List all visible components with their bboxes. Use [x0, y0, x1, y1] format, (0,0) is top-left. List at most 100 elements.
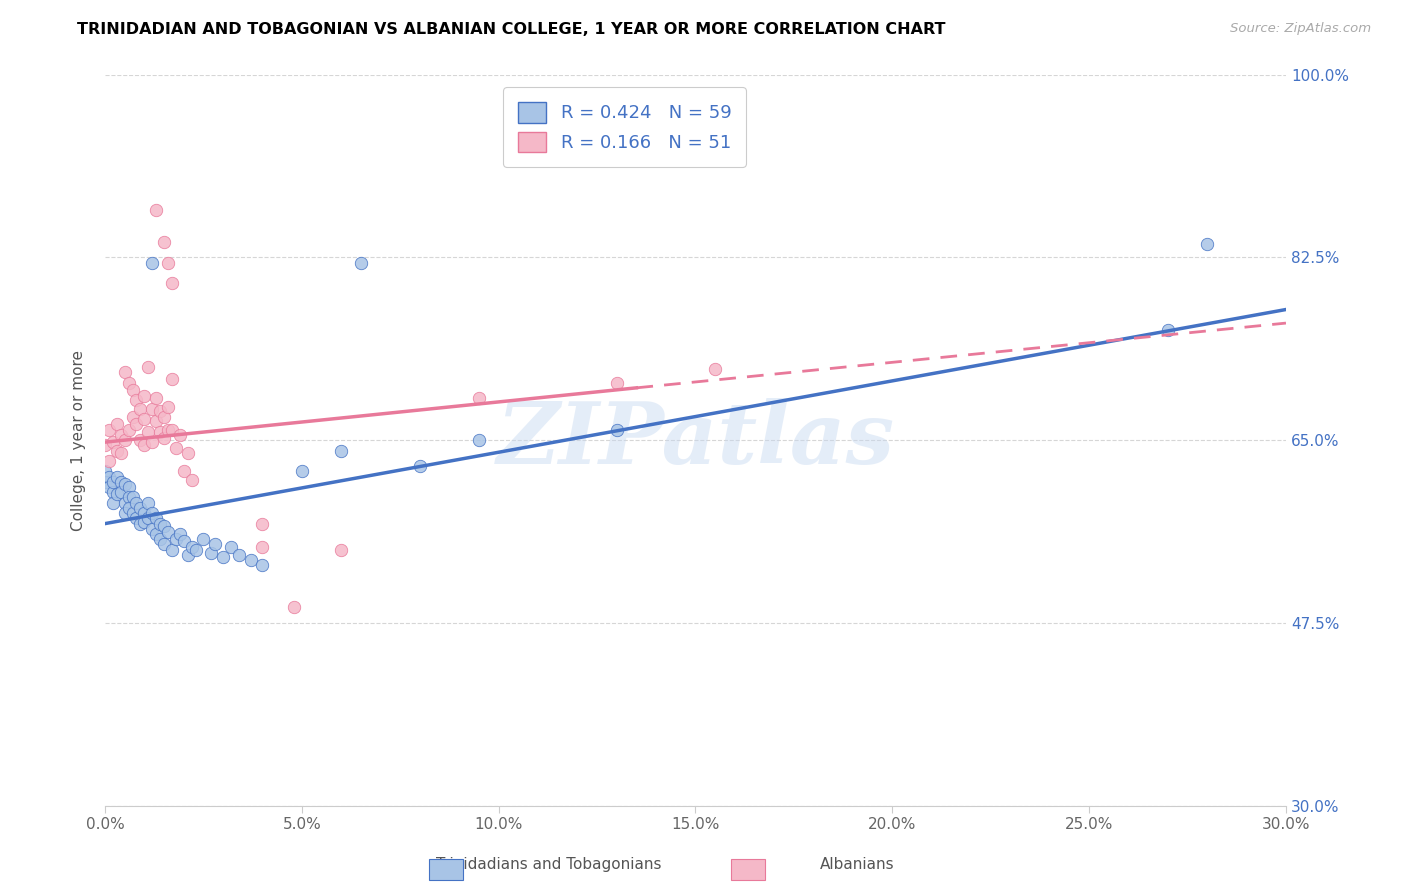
Point — [145, 414, 167, 428]
Point — [160, 277, 183, 291]
Point — [156, 423, 179, 437]
Point — [330, 443, 353, 458]
Point — [153, 235, 176, 249]
Point — [101, 475, 124, 489]
Point — [153, 410, 176, 425]
Point — [180, 540, 202, 554]
Point — [173, 464, 195, 478]
Point — [134, 389, 156, 403]
Point — [114, 365, 136, 379]
Point — [141, 401, 163, 416]
Point — [134, 438, 156, 452]
Point — [160, 542, 183, 557]
Point — [136, 359, 159, 374]
Point — [114, 496, 136, 510]
Point — [136, 511, 159, 525]
Point — [105, 417, 128, 432]
Point — [114, 506, 136, 520]
Point — [184, 542, 207, 557]
Point — [165, 442, 187, 456]
Point — [160, 423, 183, 437]
Point — [114, 433, 136, 447]
Point — [283, 600, 305, 615]
Legend: R = 0.424   N = 59, R = 0.166   N = 51: R = 0.424 N = 59, R = 0.166 N = 51 — [503, 87, 747, 167]
Point — [153, 431, 176, 445]
Point — [149, 425, 172, 439]
Point — [105, 469, 128, 483]
Point — [350, 255, 373, 269]
Point — [145, 392, 167, 406]
Point — [101, 435, 124, 450]
Point — [114, 477, 136, 491]
Point — [176, 445, 198, 459]
Point — [169, 527, 191, 541]
Point — [121, 506, 143, 520]
Point — [160, 372, 183, 386]
Point — [173, 534, 195, 549]
Point — [149, 516, 172, 531]
Text: ZIPatlas: ZIPatlas — [496, 399, 894, 482]
Point — [252, 516, 274, 531]
Point — [141, 435, 163, 450]
Point — [156, 255, 179, 269]
Point — [117, 480, 139, 494]
Point — [117, 491, 139, 505]
Point — [153, 537, 176, 551]
Point — [219, 540, 242, 554]
Point — [134, 412, 156, 426]
Point — [117, 500, 139, 515]
Point — [94, 438, 117, 452]
Point — [169, 427, 191, 442]
Point — [125, 511, 148, 525]
Point — [101, 496, 124, 510]
Point — [1197, 236, 1219, 251]
Point — [149, 533, 172, 547]
Point — [97, 423, 120, 437]
Point — [228, 548, 250, 562]
Point — [204, 537, 226, 551]
Point — [239, 553, 262, 567]
Point — [200, 546, 222, 560]
Point — [121, 410, 143, 425]
Point — [165, 533, 187, 547]
Point — [330, 542, 353, 557]
Point — [97, 454, 120, 468]
Point — [606, 423, 628, 437]
Point — [156, 400, 179, 414]
Point — [125, 417, 148, 432]
Y-axis label: College, 1 year or more: College, 1 year or more — [72, 350, 86, 531]
Point — [117, 423, 139, 437]
Point — [153, 518, 176, 533]
Point — [110, 485, 132, 500]
Point — [97, 469, 120, 483]
Point — [105, 487, 128, 501]
Point — [110, 427, 132, 442]
Point — [117, 376, 139, 390]
Point — [193, 533, 215, 547]
Point — [110, 475, 132, 489]
Point — [134, 515, 156, 529]
Point — [1157, 323, 1180, 337]
Point — [136, 496, 159, 510]
Point — [468, 433, 491, 447]
Point — [121, 383, 143, 397]
Point — [291, 464, 314, 478]
Point — [141, 506, 163, 520]
Point — [129, 433, 152, 447]
Point — [252, 558, 274, 573]
Point — [212, 549, 235, 564]
Point — [121, 491, 143, 505]
Point — [101, 485, 124, 500]
Point — [149, 404, 172, 418]
Point — [180, 473, 202, 487]
Point — [105, 443, 128, 458]
Point — [125, 496, 148, 510]
Point — [125, 393, 148, 408]
Point — [110, 445, 132, 459]
Text: Trinidadians and Tobagonians: Trinidadians and Tobagonians — [436, 857, 661, 872]
Point — [94, 464, 117, 478]
Point — [156, 524, 179, 539]
Point — [176, 548, 198, 562]
Point — [97, 480, 120, 494]
Point — [145, 511, 167, 525]
